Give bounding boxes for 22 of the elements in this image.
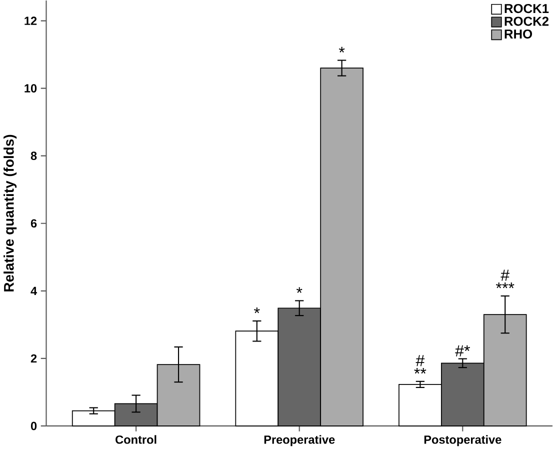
- text: *: [254, 308, 260, 314]
- y-tick-label: 6: [30, 219, 37, 228]
- x-tick-label: Control: [116, 435, 156, 444]
- y-tick-label: 8: [30, 152, 37, 160]
- y-axis-title: Relative quantity (folds): [4, 135, 17, 292]
- text: **: [414, 368, 426, 374]
- text: *: [296, 287, 302, 294]
- legend-label: RHO: [504, 30, 532, 39]
- y-tick-label: 10: [24, 84, 37, 93]
- y-tick-label: 4: [30, 286, 38, 296]
- text: #*: [455, 345, 470, 357]
- y-tick-label: 0: [30, 422, 37, 430]
- text: #: [416, 355, 425, 366]
- y-tick-label: 12: [24, 16, 37, 26]
- legend-label: ROCK2: [504, 16, 549, 26]
- x-tick-label: Preoperative: [264, 435, 335, 446]
- x-tick-label: Postoperative: [424, 435, 502, 446]
- text: #: [500, 270, 510, 281]
- y-tick-label: 2: [30, 354, 37, 363]
- legend-label: ROCK1: [504, 4, 549, 14]
- text: ***: [496, 282, 514, 288]
- text: *: [338, 47, 345, 53]
